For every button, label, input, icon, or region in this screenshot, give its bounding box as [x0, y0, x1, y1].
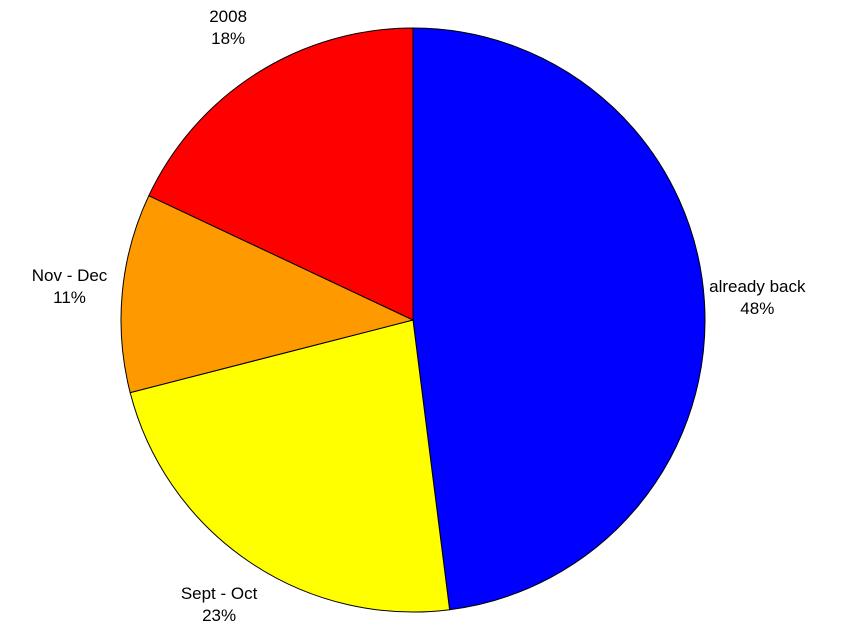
slice-value-label: 23% [202, 606, 236, 625]
slice-label: already back [709, 277, 806, 296]
slice-label: 2008 [209, 7, 247, 26]
pie-slice [129, 319, 451, 613]
pie-slice [120, 195, 415, 394]
pie-slice [412, 27, 706, 611]
slice-value-label: 18% [211, 29, 245, 48]
slice-value-label: 11% [53, 288, 86, 307]
slice-label: Sept - Oct [181, 584, 258, 603]
pie-slice [148, 27, 414, 321]
slice-value-label: 48% [740, 299, 774, 318]
slice-label: Nov - Dec [32, 266, 108, 285]
